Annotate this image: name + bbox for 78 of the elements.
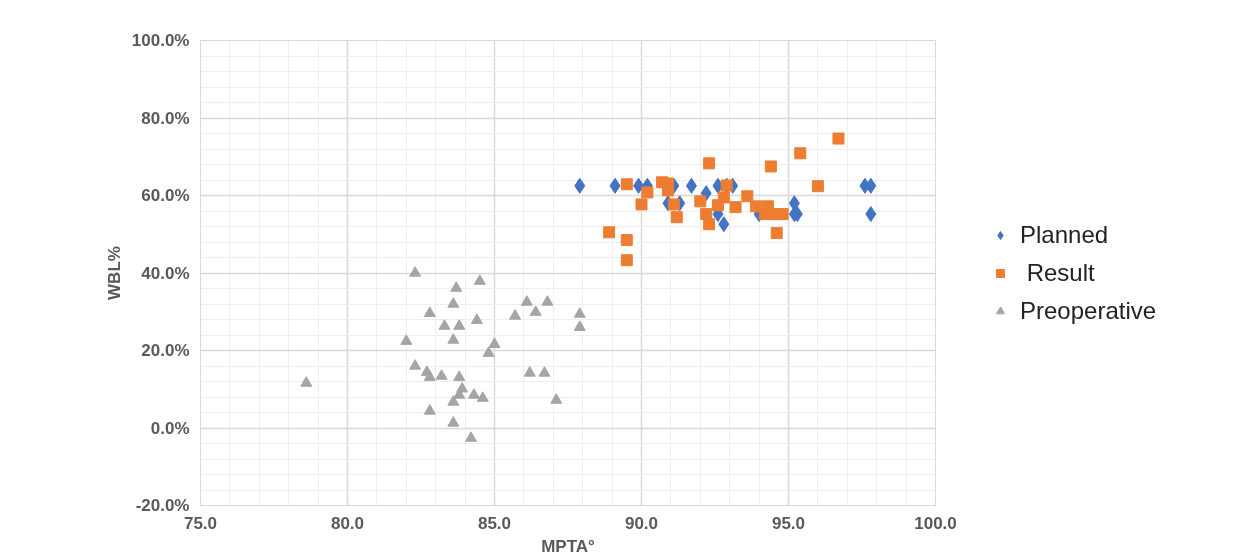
x-tick-label: 80.0 [330, 513, 365, 533]
point [609, 177, 621, 194]
point [438, 319, 451, 330]
y-tick-label: 100.0% [131, 31, 190, 50]
point [435, 369, 448, 380]
point [509, 309, 522, 320]
y-tick-label: 40.0% [141, 263, 190, 283]
point [764, 160, 777, 173]
point [641, 186, 654, 199]
point [685, 177, 697, 194]
point [574, 177, 586, 194]
point [770, 227, 783, 240]
point [741, 190, 754, 203]
x-tick-label: 95.0 [771, 513, 806, 533]
point [865, 206, 877, 223]
x-tick-label: 100.0 [914, 513, 957, 533]
point [603, 226, 616, 239]
point [488, 337, 501, 348]
y-tick-label: 0.0% [150, 418, 190, 438]
point [670, 211, 683, 224]
point [794, 147, 807, 160]
point [482, 346, 495, 357]
point [409, 266, 422, 277]
point [529, 305, 542, 316]
point [520, 295, 533, 306]
point [633, 177, 645, 194]
point [538, 366, 551, 377]
point [550, 393, 563, 404]
legend-label: Result [1025, 258, 1095, 287]
point [729, 201, 742, 214]
point [694, 195, 707, 208]
point [300, 376, 313, 387]
point [447, 416, 460, 427]
point [423, 370, 436, 381]
point [423, 306, 436, 317]
y-tick-label: 80.0% [141, 108, 190, 128]
point [453, 370, 466, 381]
point [811, 180, 824, 193]
x-axis-title: MPTA° [541, 536, 596, 555]
point [453, 319, 466, 330]
point [541, 295, 554, 306]
point [400, 334, 413, 345]
point [523, 366, 536, 377]
point [750, 200, 763, 213]
point [573, 320, 586, 331]
point [718, 216, 730, 233]
point [832, 132, 845, 145]
point [423, 404, 436, 415]
point [717, 191, 730, 204]
point [409, 359, 422, 370]
point [470, 313, 483, 324]
y-axis-title: WBL% [104, 246, 124, 300]
point [467, 388, 480, 399]
point [447, 297, 460, 308]
point [620, 178, 633, 191]
legend-label: Preoperative [1020, 296, 1157, 325]
point [620, 234, 633, 247]
point [450, 281, 463, 292]
point [476, 391, 489, 402]
x-tick-label: 85.0 [477, 513, 512, 533]
y-tick-label: 20.0% [141, 341, 190, 360]
point [703, 218, 716, 231]
y-tick-label: -20.0% [135, 496, 190, 515]
point [776, 208, 789, 221]
legend-label: Planned [1020, 220, 1109, 249]
point [447, 395, 460, 406]
point [573, 307, 586, 318]
x-tick-label: 75.0 [183, 513, 218, 533]
y-tick-label: 60.0% [141, 186, 190, 205]
point [620, 254, 633, 267]
point [473, 274, 486, 285]
point [712, 177, 724, 194]
point [635, 198, 648, 211]
point [703, 157, 716, 170]
point [667, 198, 680, 211]
point [464, 431, 477, 442]
point [447, 333, 460, 344]
x-tick-label: 90.0 [624, 513, 659, 533]
